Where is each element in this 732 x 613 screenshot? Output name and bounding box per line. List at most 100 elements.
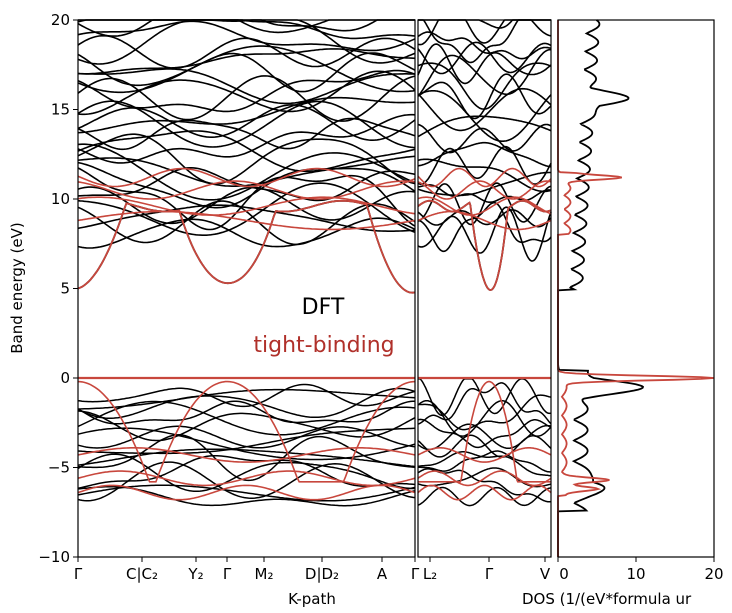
dft-band	[77, 448, 416, 468]
panel-frame	[417, 19, 552, 558]
x-tick-label: Γ	[485, 565, 494, 583]
x-tick-label: L₂	[423, 565, 437, 583]
y-tick-label: 15	[51, 101, 70, 119]
dft-band	[77, 48, 416, 75]
panel-frame	[77, 19, 416, 558]
dos-panel	[557, 19, 715, 557]
x-tick-label: D|D₂	[305, 565, 339, 583]
y-tick-label: −5	[48, 459, 70, 477]
dft-band	[417, 450, 552, 473]
tb-band	[77, 180, 416, 200]
dft-band	[417, 418, 552, 449]
dos-tb-curve	[557, 20, 715, 557]
tb-band	[417, 199, 552, 291]
legend-dft: DFT	[302, 295, 345, 320]
tb-band	[417, 447, 552, 463]
dos-x-tick-label: 0	[559, 565, 569, 583]
dft-band	[417, 209, 552, 228]
y-tick-label: 20	[51, 11, 70, 29]
dft-band	[77, 453, 415, 493]
dft-band	[417, 43, 552, 85]
dft-band	[77, 383, 416, 408]
panel-frames	[77, 19, 715, 558]
dos-x-tick-label: 10	[626, 565, 645, 583]
x-tick-label: V	[540, 565, 551, 583]
dft-band	[77, 133, 416, 185]
dos-x-tick-label: 20	[704, 565, 723, 583]
dft-band	[78, 388, 416, 410]
dft-band	[417, 206, 552, 262]
tb-band	[417, 180, 552, 200]
y-tick-label: 0	[60, 369, 70, 387]
tb-band	[418, 380, 551, 483]
dft-band	[417, 171, 551, 197]
x-tick-label: Y₂	[187, 565, 203, 583]
x-tick-label: Γ	[411, 565, 420, 583]
y-tick-label: 5	[60, 280, 70, 298]
dft-band	[417, 394, 552, 431]
tb-band	[77, 196, 416, 216]
dft-band	[77, 485, 416, 507]
dft-band	[77, 69, 416, 113]
dft-band	[417, 399, 552, 437]
tb-band	[77, 380, 416, 483]
dft-band	[78, 19, 416, 40]
y-tick-label: 10	[51, 190, 70, 208]
dft-band	[77, 186, 416, 225]
dft-band	[77, 484, 416, 502]
dft-band	[418, 19, 551, 64]
x-tick-label: M₂	[255, 565, 274, 583]
dft-band	[77, 434, 416, 482]
tb-band	[417, 470, 552, 487]
dft-band	[77, 113, 416, 164]
x-axis-label-dos: DOS (1/(eV*formula ur	[522, 590, 692, 608]
tb-band	[417, 210, 552, 231]
y-tick-label: −10	[38, 548, 70, 566]
tb-band	[77, 199, 416, 294]
dft-band	[77, 45, 416, 94]
dft-band	[77, 96, 416, 134]
dft-band	[418, 378, 552, 417]
dft-band	[77, 410, 416, 442]
dft-band	[77, 70, 416, 116]
dft-band	[77, 400, 416, 436]
tb-band	[417, 196, 552, 216]
dft-band	[417, 31, 552, 60]
dft-band	[417, 158, 552, 193]
dft-band	[417, 382, 552, 425]
dft-band	[417, 423, 552, 451]
dft-band	[417, 145, 552, 186]
dft-band	[77, 19, 415, 32]
dft-band	[77, 75, 416, 122]
tb-band	[417, 484, 552, 501]
x-tick-label: Γ	[74, 565, 83, 583]
tb-band	[77, 210, 416, 231]
dft-band-cbm	[77, 199, 416, 294]
dft-band	[77, 400, 415, 425]
tb-band	[77, 447, 416, 463]
bands-main-panel	[77, 19, 416, 507]
dft-band	[417, 467, 552, 488]
bands-second-panel	[417, 19, 552, 507]
tb-band	[77, 470, 416, 487]
x-tick-label: Γ	[223, 565, 232, 583]
x-tick-label: C|C₂	[126, 565, 158, 583]
y-axis-label: Band energy (eV)	[8, 222, 26, 354]
dft-band	[77, 454, 416, 489]
x-axis-label-kpath: K-path	[288, 590, 336, 608]
dft-band	[417, 90, 552, 142]
dft-band	[77, 130, 416, 173]
tb-band	[417, 167, 552, 188]
dft-band	[77, 387, 416, 419]
dft-band	[77, 461, 416, 502]
dft-band	[417, 451, 552, 477]
dft-band	[417, 87, 552, 132]
legend-tight-binding: tight-binding	[253, 333, 394, 358]
dft-band	[77, 427, 416, 461]
dft-band	[417, 486, 552, 507]
dft-band	[77, 217, 416, 249]
dft-band	[77, 425, 416, 449]
dft-band	[417, 123, 552, 154]
